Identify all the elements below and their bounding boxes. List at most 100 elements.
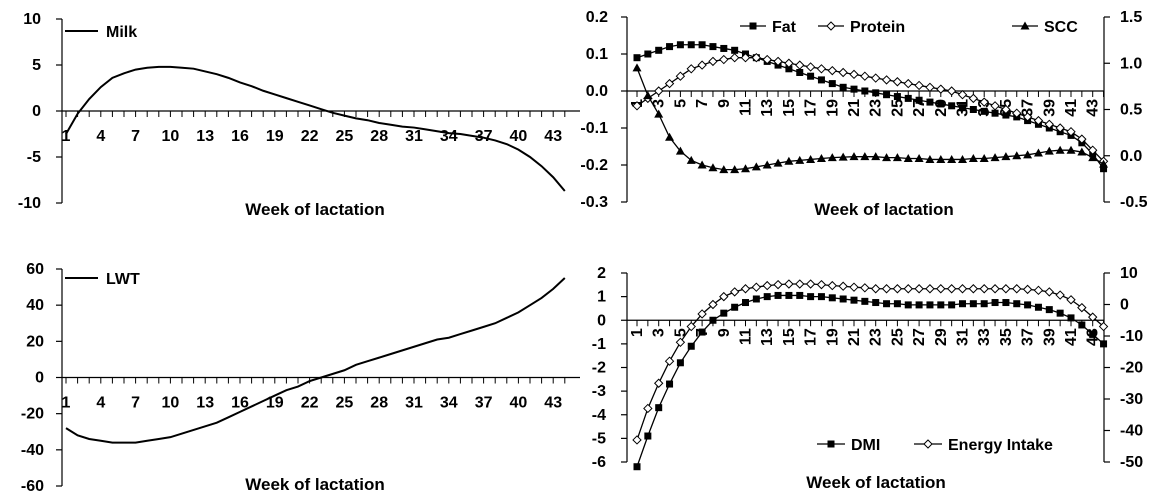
chart-3-series-1-point-22: [870, 284, 881, 294]
chart-2-x-tick-label: 34: [440, 395, 458, 412]
chart-3-series-1-point-8: [719, 291, 729, 302]
chart-0-y-tick-label: 0: [32, 103, 41, 120]
chart-1: -0.3 -0.2 -0.1 0.0 0.1 0.2 -0.5 0.0 0.5 1.0 1.5 13 5…: [580, 9, 1147, 219]
chart-0-x-tick-label: 28: [370, 128, 388, 145]
chart-1-x-tick-label: 27: [911, 99, 928, 117]
chart-2-series-0-line: [65, 277, 566, 444]
chart-2-x-tick-label: 13: [196, 395, 214, 412]
chart-2-x-axis-label: Week of lactation: [245, 475, 385, 494]
chart-1-x-tick-label: 25: [889, 99, 906, 117]
chart-1-series-0-point-34: [1002, 111, 1010, 119]
chart-1-y-tick-label: 0.0: [586, 83, 608, 100]
chart-1-series-0-point-21: [861, 87, 869, 95]
chart-1-series-2-point-8: [719, 165, 729, 174]
chart-2-y-tick-label: 40: [26, 297, 44, 314]
chart-0-x-tick-label: 40: [510, 128, 528, 145]
chart-1-series-1-point-6: [697, 60, 707, 70]
chart-3-series-0-point-3: [666, 380, 674, 388]
chart-2-y-tick-label: 60: [26, 261, 44, 278]
chart-3-series-0-point-9: [731, 303, 739, 311]
chart-3-x-tick-label: 33: [976, 328, 993, 346]
chart-1-series-2-point-29: [947, 154, 957, 163]
chart-1-x-tick-label: 19: [824, 99, 841, 117]
chart-3-series-1-point-33: [990, 284, 1000, 294]
chart-3-series-0-point-12: [763, 293, 771, 301]
chart-1-series-2-point-32: [979, 154, 989, 163]
chart-1-series-2-point-19: [838, 152, 848, 161]
chart-2-x-tick-label: 22: [301, 395, 319, 412]
chart-1-series-1-point-32: [979, 97, 989, 107]
chart-3-series-0-point-32: [980, 300, 988, 308]
chart-0-series-0-line: [65, 65, 566, 192]
chart-1-series-1-point-8: [719, 54, 729, 65]
chart-1-series-1-point-26: [914, 80, 924, 91]
chart-1-series-1-point-12: [762, 54, 772, 65]
chart-3-series-0-point-14: [785, 291, 793, 299]
chart-3-series-1-point-15: [795, 279, 805, 289]
chart-2-y-tick-label: -20: [21, 406, 44, 423]
chart-3-x-tick-label: 35: [998, 328, 1015, 346]
chart-0-x-tick-label: 16: [231, 128, 249, 145]
chart-1-series-1-point-7: [708, 56, 718, 67]
chart-0-x-tick-label: 43: [544, 128, 562, 145]
chart-3-series-0-point-23: [883, 300, 891, 308]
chart-3-series-1-point-14: [784, 279, 794, 289]
chart-3-x-tick-label: 41: [1063, 328, 1080, 346]
chart-0-x-tick-label: 34: [440, 128, 458, 145]
chart-3-series-0-point-17: [817, 293, 825, 301]
chart-3-x-tick-label: 13: [759, 328, 776, 346]
chart-3-series-1-point-10: [740, 284, 751, 294]
chart-1-series-2-point-legend: [1020, 21, 1030, 30]
chart-3-series-0-point-24: [893, 300, 901, 308]
chart-3-series-1-point-1: [643, 403, 653, 414]
chart-3-series-0-point-20: [850, 296, 858, 304]
chart-0-x-tick-label: 31: [405, 128, 423, 145]
chart-3-series-1-point-25: [903, 284, 913, 294]
chart-3-series-0-point-39: [1056, 309, 1064, 317]
chart-1-series-1-point-37: [1033, 115, 1044, 126]
chart-1-series-1-point-21: [860, 71, 870, 81]
chart-3-y2-tick-label: 0: [1120, 297, 1129, 314]
chart-1-legend-label: SCC: [1044, 19, 1078, 36]
chart-3-series-0-point-1: [644, 432, 652, 440]
chart-3-y-tick-label: 1: [597, 289, 606, 306]
chart-1-series-2-point-38: [1044, 146, 1054, 155]
chart-1-y-tick-label: -0.2: [580, 157, 608, 174]
chart-2-x-tick-label: 37: [475, 395, 493, 412]
chart-1-series-2-point-11: [751, 162, 761, 171]
chart-1-series-0-point-22: [872, 89, 880, 97]
chart-3-series-1-point-21: [860, 283, 870, 293]
chart-1-series-2-point-17: [816, 154, 826, 163]
chart-0-x-tick-label: 25: [336, 128, 354, 145]
chart-3-series-1-point-2: [653, 378, 664, 388]
chart-1-x-tick-label: 13: [759, 99, 776, 117]
chart-3-series-0-point-18: [828, 294, 836, 302]
chart-3-x-tick-label: 11: [738, 328, 755, 345]
chart-1-series-0-point-8: [720, 44, 728, 52]
chart-1-series-0-point-28: [937, 100, 945, 108]
chart-2-y-tick-label: -60: [21, 478, 44, 495]
chart-2: -60 -40 -20 0 20 40 60 1 4 7 10 13 16 19 22 25 28 31 34 37 4…: [21, 261, 580, 495]
chart-1-series-1-point-38: [1044, 119, 1055, 130]
chart-1-series-0-point-3: [666, 43, 674, 51]
chart-3-series-1-point-12: [762, 280, 772, 291]
chart-1-series-2-point-3: [665, 132, 675, 141]
chart-0-x-axis-label: Week of lactation: [245, 200, 385, 219]
chart-3-series-0-point-legend: [827, 440, 835, 448]
chart-1-series-0-point-14: [785, 65, 793, 73]
chart-1-x-tick-label: 23: [868, 99, 885, 117]
chart-3-series-1-point-24: [892, 284, 903, 294]
chart-3-x-axis-label: Week of lactation: [806, 473, 946, 492]
chart-1-series-1-point-13: [773, 56, 783, 67]
chart-1-series-2-point-26: [914, 154, 924, 163]
chart-3-series-0-point-40: [1067, 314, 1075, 322]
chart-1-x-tick-label: 43: [1085, 99, 1102, 117]
chart-1-series-2-point-30: [958, 154, 967, 163]
chart-1-y-tick-label: 0.1: [586, 46, 608, 63]
chart-0-y-tick-label: -10: [18, 195, 41, 212]
chart-3-series-0-point-8: [720, 309, 728, 317]
chart-1-x-tick-label: 39: [1041, 99, 1058, 117]
chart-1-series-2-point-5: [686, 155, 696, 164]
chart-2-x-tick-label: 1: [62, 395, 71, 412]
chart-1-series-0-point-23: [883, 91, 891, 99]
